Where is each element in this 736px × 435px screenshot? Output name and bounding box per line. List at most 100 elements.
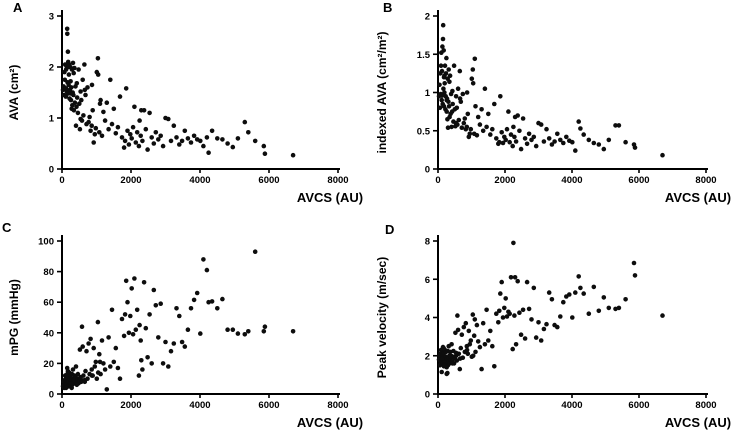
x-axis-label: AVCS (AU): [665, 415, 731, 430]
data-point: [128, 132, 133, 137]
data-point: [464, 90, 470, 95]
scatter-chart-b: 0 2000 4000 6000 8000 0 0.5 1 1.5 2 AVCS (AU) index…: [375, 10, 731, 205]
scatter-chart-c: 0 2000 4000 6000 8000 0 20 40 60 80 100 AVCS (AU) mP…: [7, 235, 363, 430]
data-point: [439, 369, 444, 375]
data-point: [455, 86, 461, 91]
x-tick-label: 6000: [628, 175, 649, 186]
data-point: [520, 307, 526, 313]
data-point: [111, 106, 117, 112]
data-point: [99, 133, 105, 139]
data-point: [570, 139, 575, 145]
data-point: [497, 308, 502, 314]
data-point: [480, 128, 486, 134]
data-point: [578, 285, 583, 291]
data-point: [128, 313, 133, 319]
data-point: [512, 114, 518, 120]
x-axis-label: AVCS (AU): [665, 190, 731, 205]
data-point: [503, 296, 508, 301]
data-point: [81, 373, 86, 378]
axes: [61, 235, 340, 395]
data-point: [444, 55, 449, 61]
data-point: [85, 376, 90, 381]
data-point: [78, 376, 83, 381]
data-point: [573, 290, 578, 295]
data-point: [171, 123, 177, 128]
data-point: [473, 104, 478, 109]
data-point: [498, 291, 503, 296]
data-point: [117, 376, 123, 381]
data-point: [457, 356, 463, 361]
data-point: [490, 343, 495, 349]
data-point: [441, 48, 446, 53]
data-point: [143, 325, 149, 331]
data-point: [153, 303, 159, 308]
data-point: [555, 131, 560, 137]
data-point: [63, 385, 69, 391]
data-point: [98, 97, 103, 103]
data-point: [546, 290, 552, 295]
data-point: [177, 142, 182, 147]
data-point: [122, 312, 128, 317]
data-point: [75, 110, 81, 116]
data-point: [439, 356, 445, 361]
data-point: [113, 345, 119, 351]
data-point: [447, 79, 452, 85]
data-point: [158, 301, 163, 306]
data-point: [115, 124, 121, 130]
data-point: [457, 366, 463, 372]
data-point: [66, 72, 72, 77]
data-point: [89, 367, 94, 372]
data-point: [461, 324, 467, 330]
y-tick-label: 100: [38, 237, 54, 248]
data-point: [486, 111, 491, 117]
data-point: [113, 131, 119, 136]
data-point: [261, 329, 267, 334]
data-point: [93, 125, 99, 131]
data-point: [185, 327, 191, 332]
data-point: [106, 335, 111, 340]
data-point: [515, 278, 520, 284]
data-point: [477, 344, 483, 350]
panel-label-a: A: [13, 0, 23, 15]
data-point: [130, 332, 136, 337]
data-point: [442, 363, 447, 368]
data-point: [461, 120, 467, 126]
y-axis-label: Peak velocity (m/sec): [375, 257, 389, 378]
data-point: [475, 339, 481, 344]
data-point: [252, 138, 258, 144]
data-point: [632, 273, 638, 278]
data-point: [616, 305, 622, 311]
data-point: [149, 361, 154, 366]
x-tick-label: 4000: [189, 175, 210, 186]
data-point: [631, 260, 637, 266]
y-tick-label: 2: [425, 351, 430, 362]
x-tick-label: 4000: [561, 400, 582, 411]
data-point: [455, 313, 460, 318]
data-point: [477, 122, 483, 127]
data-point: [450, 101, 455, 107]
data-point: [246, 329, 251, 334]
data-point: [83, 92, 88, 98]
data-point: [508, 132, 514, 137]
y-tick-label: 1.5: [417, 50, 431, 61]
axes: [437, 235, 708, 395]
data-point: [623, 139, 628, 145]
x-tick-label: 8000: [327, 175, 348, 186]
data-point: [442, 81, 447, 86]
x-axis-label: AVCS (AU): [297, 190, 363, 205]
data-point: [446, 67, 451, 72]
panel-c: 0 2000 4000 6000 8000 0 20 40 60 80 100 AVCS (AU) mP…: [0, 217, 368, 435]
data-point: [80, 344, 85, 349]
data-point: [133, 140, 139, 145]
data-point: [262, 151, 268, 156]
data-point: [496, 320, 501, 325]
y-tick-label: 40: [43, 328, 54, 339]
data-point: [160, 361, 166, 366]
data-point: [470, 67, 476, 72]
data-point: [65, 31, 70, 37]
data-point: [460, 91, 466, 97]
data-point: [145, 355, 150, 360]
data-point: [182, 344, 188, 349]
data-point: [77, 347, 83, 352]
data-point: [66, 64, 71, 70]
